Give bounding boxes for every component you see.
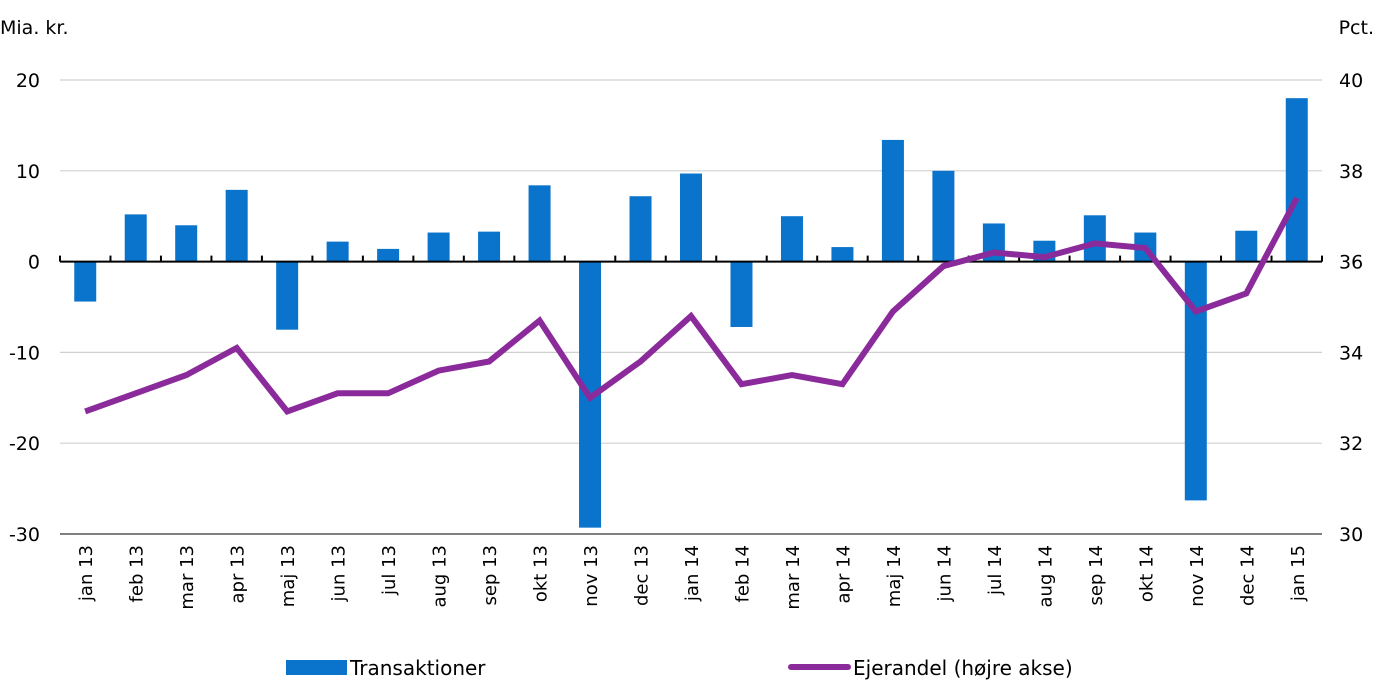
legend-item-transaktioner: Transaktioner — [286, 656, 486, 680]
bar — [932, 170, 955, 262]
category-label: mar 14 — [783, 545, 804, 610]
left-axis-title: Mia. kr. — [0, 17, 69, 39]
bar — [831, 247, 854, 262]
category-label: sep 13 — [480, 545, 501, 606]
category-label: jan 13 — [76, 545, 97, 602]
right-tick-label: 40 — [1339, 70, 1363, 92]
right-tick-label: 36 — [1339, 252, 1363, 274]
right-tick-label: 32 — [1339, 433, 1363, 455]
left-tick-label: -20 — [9, 433, 40, 455]
category-label: nov 13 — [581, 545, 602, 607]
category-label: okt 13 — [531, 545, 552, 602]
legend-swatch-bar — [286, 660, 347, 675]
category-label: maj 13 — [278, 545, 299, 607]
category-label: maj 14 — [884, 545, 905, 607]
bar — [326, 241, 349, 262]
category-label: jul 13 — [379, 545, 400, 596]
category-label: jan 14 — [682, 545, 703, 602]
bar — [74, 261, 97, 302]
legend-label-ejerandel: Ejerandel (højre akse) — [853, 656, 1073, 680]
category-label: feb 13 — [127, 545, 148, 602]
bar — [276, 261, 299, 330]
bar — [225, 189, 248, 262]
bar — [680, 173, 702, 262]
bar — [881, 139, 904, 262]
bar — [780, 216, 803, 262]
category-label: apr 13 — [228, 545, 249, 603]
bar — [1083, 215, 1106, 262]
bar — [629, 196, 652, 262]
left-tick-label: 0 — [28, 252, 40, 274]
category-label: dec 14 — [1237, 545, 1258, 606]
bar — [377, 248, 400, 262]
bar — [175, 225, 198, 262]
right-tick-label: 34 — [1339, 342, 1363, 364]
bar — [528, 185, 551, 262]
right-axis-ticks: 40 38 36 34 32 30 — [1339, 70, 1363, 546]
category-label: jun 13 — [329, 545, 350, 602]
bar — [1235, 230, 1258, 262]
left-tick-label: -10 — [9, 342, 40, 364]
bar — [427, 232, 450, 262]
bar — [1285, 98, 1308, 262]
category-label: dec 13 — [632, 545, 653, 606]
right-tick-label: 30 — [1339, 524, 1363, 546]
category-label: jul 14 — [985, 545, 1006, 596]
legend: Transaktioner Ejerandel (højre akse) — [286, 656, 1073, 680]
bar — [478, 231, 501, 262]
legend-item-ejerandel: Ejerandel (højre akse) — [788, 656, 1073, 680]
category-label: sep 14 — [1086, 545, 1107, 606]
left-axis-ticks: 20 10 0 -10 -20 -30 — [9, 70, 40, 546]
x-axis — [59, 255, 1323, 263]
category-axis-labels: jan 13 feb 13 mar 13 apr 13 maj 13 jun 13 jul … — [76, 545, 1309, 610]
left-tick-label: -30 — [9, 524, 40, 546]
line-series-ejerandel — [84, 196, 1300, 415]
legend-label-transaktioner: Transaktioner — [349, 656, 486, 680]
category-label: feb 14 — [732, 545, 753, 602]
category-label: okt 14 — [1136, 545, 1157, 602]
gridlines — [60, 79, 1322, 535]
left-tick-label: 20 — [16, 70, 40, 92]
category-label: aug 13 — [430, 545, 451, 608]
category-label: nov 14 — [1187, 545, 1208, 607]
category-label: apr 14 — [833, 545, 854, 603]
bar — [730, 261, 753, 327]
category-label: jan 15 — [1288, 545, 1309, 602]
bar — [124, 214, 147, 262]
left-tick-label: 10 — [16, 161, 40, 183]
right-tick-label: 38 — [1339, 161, 1363, 183]
category-label: jun 14 — [934, 545, 955, 602]
category-label: aug 14 — [1035, 545, 1056, 608]
right-axis-title: Pct. — [1339, 17, 1374, 39]
bar — [1184, 261, 1207, 501]
category-label: mar 13 — [177, 545, 198, 610]
